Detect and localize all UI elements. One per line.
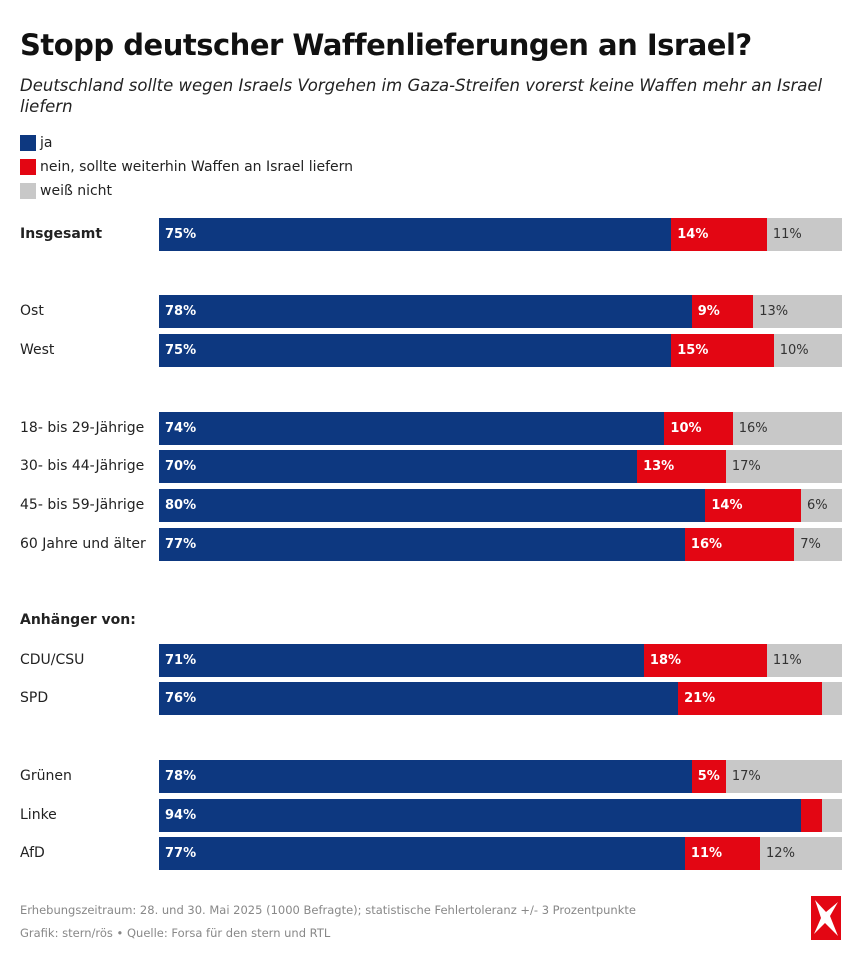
footer-note: Erhebungszeitraum: 28. und 30. Mai 2025 … bbox=[20, 903, 636, 917]
bar-segment-nein: 14% bbox=[671, 218, 767, 251]
bar-segment-nein: 5% bbox=[691, 759, 726, 793]
row-label: Linke bbox=[20, 806, 57, 823]
legend-item-weiss-nicht: weiß nicht bbox=[20, 183, 112, 199]
bar-segment-nein: 21% bbox=[678, 682, 822, 716]
legend-label: nein, sollte weiterhin Waffen an Israel … bbox=[40, 159, 354, 175]
bar-segment-weiss-nicht: 10% bbox=[773, 334, 842, 368]
bar-segment-weiss-nicht: 17% bbox=[725, 759, 842, 793]
bar-segment-weiss-nicht: 17% bbox=[725, 450, 842, 484]
row-label: 60 Jahre und älter bbox=[20, 535, 146, 552]
row-label: AfD bbox=[20, 845, 45, 862]
bar-segment-nein: 10% bbox=[664, 411, 733, 445]
bar-segment-ja: 78% bbox=[159, 295, 692, 329]
legend-swatch bbox=[20, 159, 36, 175]
bar-segment-nein: 18% bbox=[643, 643, 767, 677]
legend-swatch bbox=[20, 135, 36, 151]
bar-segment-ja: 71% bbox=[159, 643, 644, 677]
bar-segment-weiss-nicht: 11% bbox=[766, 643, 842, 677]
row-label: 45- bis 59-Jährige bbox=[20, 496, 145, 513]
bar-segment-nein: 13% bbox=[637, 450, 726, 484]
footer-source: Grafik: stern/rös • Quelle: Forsa für de… bbox=[20, 926, 331, 940]
bar-segment-nein: 9% bbox=[691, 295, 754, 329]
bar-segment-ja: 70% bbox=[159, 450, 638, 484]
bar-segment-nein bbox=[801, 798, 822, 832]
row-label: 18- bis 29-Jährige bbox=[20, 419, 145, 436]
group-heading: Anhänger von: bbox=[20, 612, 136, 628]
bar-segment-weiss-nicht: 13% bbox=[753, 295, 842, 329]
legend-item-ja: ja bbox=[20, 135, 52, 151]
bar-segment-weiss-nicht: 12% bbox=[760, 837, 842, 871]
bar-segment-ja: 77% bbox=[159, 837, 685, 871]
legend-swatch bbox=[20, 183, 36, 199]
bar-segment-ja: 78% bbox=[159, 759, 692, 793]
bar-segment-weiss-nicht: 11% bbox=[766, 218, 842, 251]
legend-label: weiß nicht bbox=[40, 183, 113, 199]
bar-segment-ja: 74% bbox=[159, 411, 665, 445]
bar-segment-weiss-nicht: 16% bbox=[732, 411, 842, 445]
bar-segment-ja: 75% bbox=[159, 218, 672, 251]
bar-segment-ja: 77% bbox=[159, 527, 685, 561]
bar-segment-ja: 76% bbox=[159, 682, 679, 716]
bar-segment-ja: 80% bbox=[159, 488, 706, 522]
bar-segment-weiss-nicht bbox=[821, 682, 842, 716]
row-label: West bbox=[20, 342, 55, 359]
legend-label: ja bbox=[40, 135, 53, 151]
bar-segment-ja: 75% bbox=[159, 334, 672, 368]
row-label: Insgesamt bbox=[20, 226, 103, 242]
row-label: SPD bbox=[20, 690, 49, 707]
stern-logo-icon bbox=[811, 896, 841, 940]
bar-segment-weiss-nicht: 6% bbox=[801, 488, 842, 522]
row-label: Ost bbox=[20, 303, 44, 320]
bar-segment-nein: 14% bbox=[705, 488, 801, 522]
bar-segment-weiss-nicht: 7% bbox=[794, 527, 842, 561]
bar-segment-nein: 11% bbox=[684, 837, 761, 871]
legend-item-nein: nein, sollte weiterhin Waffen an Israel … bbox=[20, 159, 353, 175]
chart-title: Stopp deutscher Waffenlieferungen an Isr… bbox=[20, 28, 752, 62]
bar-segment-ja: 94% bbox=[159, 798, 802, 832]
row-label: 30- bis 44-Jährige bbox=[20, 458, 145, 475]
row-label: CDU/CSU bbox=[20, 651, 85, 668]
row-label: Grünen bbox=[20, 767, 72, 784]
bar-segment-nein: 15% bbox=[671, 334, 774, 368]
bar-segment-nein: 16% bbox=[684, 527, 795, 561]
chart-subtitle: Deutschland sollte wegen Israels Vorgehe… bbox=[20, 76, 823, 116]
bar-segment-weiss-nicht bbox=[821, 798, 842, 832]
